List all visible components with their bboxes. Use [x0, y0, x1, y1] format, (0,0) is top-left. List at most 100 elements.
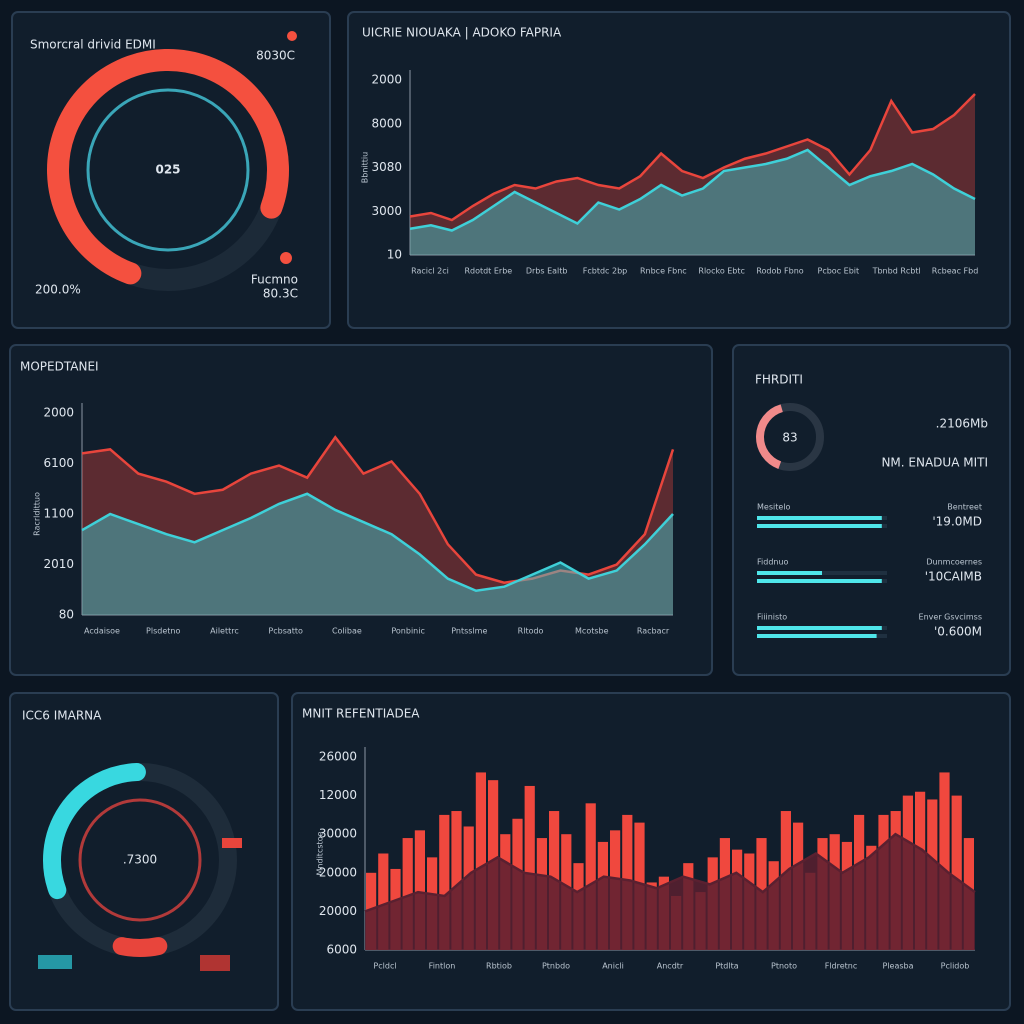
- y-tick-label: 20000: [319, 904, 357, 918]
- row-label: Mesitelo: [757, 503, 790, 512]
- row-value: '19.0MD: [932, 515, 982, 529]
- series-line: [81, 492, 674, 593]
- x-tick-label: Rnbce Fbnc: [640, 267, 687, 276]
- bar: [402, 838, 413, 950]
- gauge-accent: [222, 838, 242, 848]
- progress-bar: [757, 579, 882, 583]
- y-tick-label: 2010: [43, 557, 74, 571]
- x-tick-label: Rdotdt Erbe: [464, 267, 512, 276]
- y-tick-label: 6000: [326, 943, 357, 957]
- area-shade: [82, 493, 673, 615]
- bar: [451, 811, 462, 950]
- y-axis-title: Racrldittuo: [33, 492, 42, 536]
- chart-title: MNIT REFENTIADEA: [302, 707, 420, 721]
- area-shade: [365, 834, 975, 950]
- x-tick-label: Rltodo: [518, 627, 544, 636]
- progress-bar: [757, 571, 822, 575]
- x-tick-label: Rodob Fbno: [756, 267, 803, 276]
- gauge-left-value: 200.0%: [35, 283, 81, 297]
- x-tick-label: Ancdtr: [657, 962, 684, 971]
- x-tick-label: Acdaisoe: [84, 627, 120, 636]
- gauge-accent: [112, 937, 168, 957]
- x-tick-label: Rbtiob: [486, 962, 512, 971]
- x-tick-label: Ponbinic: [391, 627, 425, 636]
- row-label: Fiddnuo: [757, 558, 789, 567]
- stats-subtitle: NM. ENADUA MITI: [881, 456, 988, 470]
- x-tick-label: Pclidob: [941, 962, 970, 971]
- y-axis-title: Bbnittiu: [361, 152, 370, 183]
- x-tick-label: Fldretnc: [825, 962, 858, 971]
- y-tick-label: 2000: [371, 73, 402, 87]
- x-tick-label: Pcboc Ebit: [818, 267, 860, 276]
- donut-label: 83: [782, 431, 797, 445]
- x-tick-label: Rcbeac Fbd: [932, 267, 979, 276]
- panel: [732, 344, 1011, 676]
- chart-title: MOPEDTANEI: [20, 360, 99, 374]
- y-tick-label: 26000: [319, 750, 357, 764]
- x-tick-label: Mcotsbe: [575, 627, 609, 636]
- x-tick-label: Pntsslme: [451, 627, 487, 636]
- x-tick-label: Racbacr: [637, 627, 670, 636]
- bar: [939, 772, 950, 950]
- bar: [524, 785, 535, 950]
- x-tick-label: Drbs Ealtb: [526, 267, 568, 276]
- series-line: [409, 148, 976, 232]
- gauge-dot: [287, 31, 297, 41]
- row-value: '0.600M: [934, 625, 982, 639]
- bar: [585, 803, 596, 950]
- gauge-label: ICC6 IMARNA: [22, 709, 102, 723]
- y-axis-title: Mnditcstoe: [316, 831, 325, 875]
- y-tick-label: 12000: [319, 788, 357, 802]
- big-value: .2106Mb: [936, 417, 988, 431]
- y-tick-label: 3080: [371, 160, 402, 174]
- x-tick-label: Pleasba: [882, 962, 913, 971]
- gauge-arc: [47, 49, 289, 285]
- series-line: [81, 435, 675, 584]
- x-tick-label: Ailettrc: [210, 627, 239, 636]
- y-tick-label: 1100: [43, 507, 74, 521]
- donut-arc: [756, 404, 784, 469]
- y-tick-label: 8000: [371, 116, 402, 130]
- x-tick-label: Ptnbdo: [542, 962, 570, 971]
- row-note: Dunmcoernes: [926, 558, 982, 567]
- icon: [200, 955, 230, 971]
- x-tick-label: Colibae: [332, 627, 362, 636]
- area-shade: [410, 150, 975, 255]
- progress-bar: [757, 634, 877, 638]
- row-note: Enver Gsvcimss: [919, 613, 982, 622]
- y-tick-label: 20000: [319, 865, 357, 879]
- x-tick-label: Pcldcl: [373, 962, 396, 971]
- x-tick-label: Anicli: [602, 962, 624, 971]
- panel: [9, 344, 713, 676]
- gauge-right-label: Fucmno: [251, 273, 298, 287]
- x-tick-label: Fcbtdc 2bp: [583, 267, 627, 276]
- y-tick-label: 10: [387, 248, 402, 262]
- progress-bar: [757, 626, 882, 630]
- x-tick-label: Plsdetno: [146, 627, 180, 636]
- x-tick-label: Ptnoto: [771, 962, 797, 971]
- area-shade: [82, 437, 673, 615]
- row-value: '10CAIMB: [925, 570, 982, 584]
- gauge-center: 025: [155, 163, 180, 177]
- gauge-center: .7300: [123, 853, 157, 867]
- bar: [475, 772, 486, 950]
- y-tick-label: 2000: [43, 406, 74, 420]
- x-tick-label: Ptdlta: [715, 962, 738, 971]
- x-tick-label: Rlocko Ebtc: [698, 267, 745, 276]
- x-tick-label: Racicl 2ci: [411, 267, 449, 276]
- stats-title: FHRDITI: [755, 373, 803, 387]
- y-tick-label: 3000: [371, 204, 402, 218]
- bar: [414, 830, 425, 950]
- icon: [38, 955, 72, 969]
- progress-bar: [757, 524, 882, 528]
- gauge-arc: [43, 763, 146, 900]
- x-tick-label: Pcbsatto: [268, 627, 303, 636]
- y-tick-label: 6100: [43, 456, 74, 470]
- series-line: [409, 93, 976, 222]
- series-line: [364, 832, 976, 913]
- bar: [951, 795, 962, 950]
- bar: [378, 853, 389, 950]
- row-note: Bentreet: [947, 503, 982, 512]
- y-tick-label: 30000: [319, 827, 357, 841]
